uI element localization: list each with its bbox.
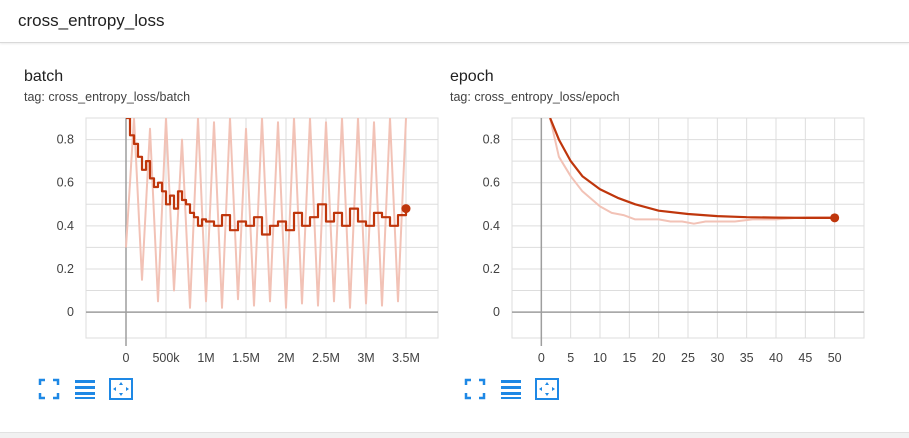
raw-series-line	[125, 118, 407, 309]
group-title: cross_entropy_loss	[18, 11, 165, 30]
x-tick-label: 5	[567, 351, 574, 365]
chart-title: epoch	[450, 68, 494, 85]
y-tick-label: 0.6	[57, 176, 74, 190]
y-tick-label: 0.4	[57, 219, 74, 233]
chart-card-batch: batch tag: cross_entropy_loss/batch 0 0.2…	[24, 68, 454, 408]
raw-series-line	[549, 118, 835, 225]
log-scale-lines-icon[interactable]	[72, 376, 98, 402]
fullscreen-icon[interactable]	[36, 376, 62, 402]
y-tick-label: 0.2	[483, 262, 500, 276]
y-tick-label: 0.8	[483, 133, 500, 147]
log-scale-lines-icon[interactable]	[498, 376, 524, 402]
last-point-marker	[401, 204, 411, 214]
y-tick-label: 0	[67, 305, 74, 319]
chart-card-epoch: epoch tag: cross_entropy_loss/epoch 0 0.2…	[450, 68, 880, 408]
x-tick-label: 40	[769, 351, 783, 365]
x-tick-label: 3.5M	[392, 351, 420, 365]
y-tick-label: 0.4	[483, 219, 500, 233]
x-tick-label: 2M	[277, 351, 294, 365]
x-tick-label: 500k	[152, 351, 180, 365]
x-tick-label: 15	[622, 351, 636, 365]
y-tick-label: 0	[493, 305, 500, 319]
fit-domain-icon[interactable]	[108, 376, 134, 402]
x-tick-label: 45	[798, 351, 812, 365]
fit-domain-icon[interactable]	[534, 376, 560, 402]
line-chart-epoch[interactable]: 0 0.2 0.4 0.6 0.8 0 5 10 15 20 25 30 35 40 45 50	[450, 110, 880, 375]
x-tick-label: 35	[740, 351, 754, 365]
chart-tag: tag: cross_entropy_loss/batch	[24, 90, 191, 104]
line-chart-batch[interactable]: 0 0.2 0.4 0.6 0.8 0 500k 1M 1.5M 2M 2.5M 3M 3.5M	[24, 110, 444, 375]
x-tick-label: 10	[593, 351, 607, 365]
x-tick-label: 20	[652, 351, 666, 365]
x-tick-label: 0	[538, 351, 545, 365]
smoothed-series-line	[549, 118, 835, 219]
fullscreen-icon[interactable]	[462, 376, 488, 402]
x-tick-label: 1M	[197, 351, 214, 365]
x-tick-label: 30	[710, 351, 724, 365]
last-point-marker	[830, 213, 840, 223]
footer-divider	[0, 432, 909, 438]
x-tick-label: 25	[681, 351, 695, 365]
x-tick-label: 50	[828, 351, 842, 365]
x-tick-label: 1.5M	[232, 351, 260, 365]
y-tick-label: 0.8	[57, 133, 74, 147]
x-tick-label: 2.5M	[312, 351, 340, 365]
x-tick-label: 3M	[357, 351, 374, 365]
smoothed-series-line	[126, 118, 408, 236]
x-tick-label: 0	[123, 351, 130, 365]
run-header: cross_entropy_loss	[0, 0, 909, 43]
y-tick-label: 0.6	[483, 176, 500, 190]
chart-title: batch	[24, 68, 64, 85]
chart-tag: tag: cross_entropy_loss/epoch	[450, 90, 620, 104]
y-tick-label: 0.2	[57, 262, 74, 276]
